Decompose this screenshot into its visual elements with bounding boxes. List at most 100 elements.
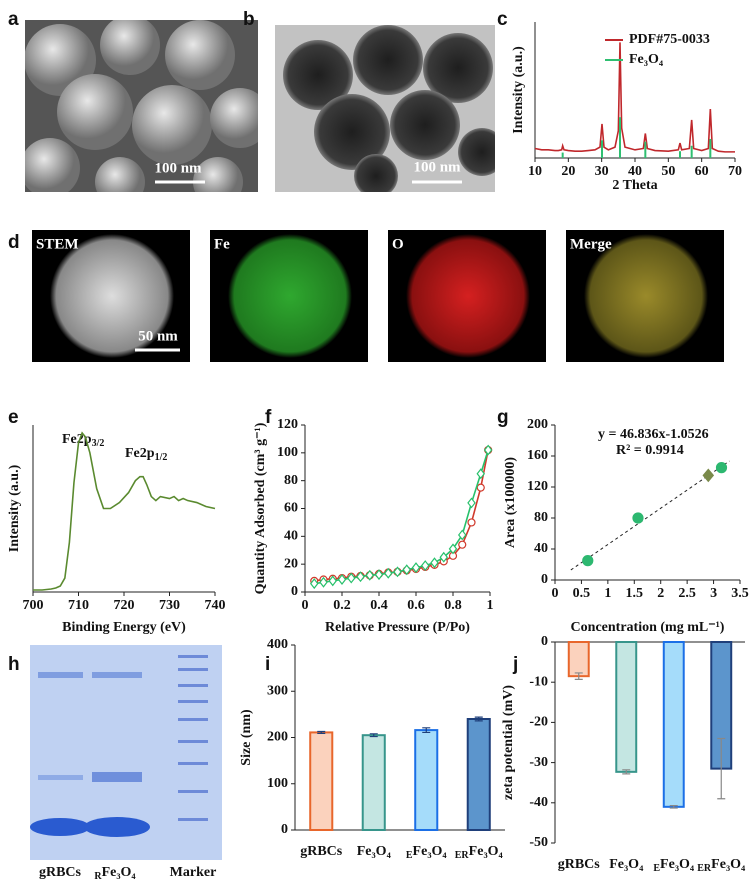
marker — [430, 557, 439, 569]
panel-label: i — [265, 654, 270, 675]
marker — [457, 529, 467, 541]
y-tick-label: 200 — [267, 730, 288, 745]
map-title: Merge — [570, 236, 612, 252]
annotation: y = 46.836x-1.0526 — [598, 427, 709, 442]
map-title: Fe — [214, 236, 230, 252]
x-tick-label: 720 — [114, 598, 135, 613]
y-tick-label: 40 — [284, 529, 298, 544]
panel-labels: a b c d e f g h i j — [8, 9, 518, 675]
x-tick-label: 70 — [728, 164, 742, 179]
marker — [337, 573, 347, 585]
legend-label: PDF#75-0033 — [629, 32, 710, 47]
x-tick-label: 0 — [552, 586, 559, 601]
x-tick-text: Fe₃O₄ — [469, 844, 504, 859]
y-axis-label: Intensity (a.u.) — [7, 464, 22, 552]
x-tick-label: 0.2 — [333, 598, 351, 613]
marker — [411, 562, 421, 574]
x-axis-label: Binding Energy (eV) — [62, 620, 186, 635]
x-tick-label: 1 — [604, 586, 611, 601]
x-tick-label: 700 — [23, 598, 44, 613]
marker — [346, 572, 356, 584]
y-tick-label: -40 — [529, 795, 548, 810]
y-tick-label: 400 — [267, 637, 288, 652]
x-tick-label: 60 — [695, 164, 709, 179]
scale-label: 50 nm — [138, 328, 178, 344]
x-tick-label: 0.6 — [407, 598, 425, 613]
marker — [374, 569, 384, 581]
marker — [439, 551, 449, 563]
x-tick-label: EFe₃O₄ — [406, 844, 448, 861]
y-tick-label: 80 — [284, 473, 298, 488]
y-axis-label: Size (nm) — [239, 709, 254, 766]
y-tick-label: -20 — [529, 715, 548, 730]
annotation-sub: 3/2 — [92, 438, 105, 449]
y-tick-label: -50 — [529, 835, 548, 850]
x-axis-label: Relative Pressure (P/Po) — [325, 620, 470, 635]
series-line — [314, 449, 489, 585]
marker — [319, 576, 328, 588]
panel-label: a — [8, 9, 19, 30]
x-tick-label: Fe₃O₄ — [609, 857, 644, 872]
error-bar — [669, 805, 678, 809]
y-tick-label: 0 — [281, 822, 288, 837]
marker — [476, 468, 486, 480]
x-tick-label: 40 — [628, 164, 642, 179]
bar — [361, 734, 386, 831]
x-tick-label: ERFe₃O₄ — [455, 844, 504, 861]
x-tick-label: 710 — [68, 598, 89, 613]
marker — [448, 543, 458, 555]
x-tick-label: 20 — [561, 164, 575, 179]
gel-image: gRBCs RFe₃O₄ Marker — [30, 645, 222, 882]
x-tick-label: 730 — [159, 598, 180, 613]
x-tick-sub: E — [653, 863, 660, 874]
y-axis-label: Intensity (a.u.) — [511, 46, 526, 134]
scale-label: 100 nm — [413, 159, 461, 175]
sem-image: 100 nm — [25, 20, 258, 192]
y-axis-label: Quantity Adsorbed (cm³ g⁻¹) — [253, 422, 268, 594]
y-tick-label: 160 — [527, 448, 548, 463]
marker — [467, 518, 476, 527]
error-bar — [369, 733, 378, 738]
x-tick-label: 0 — [302, 598, 309, 613]
x-tick-text: Fe₃O₄ — [660, 857, 695, 872]
x-tick-label: ERFe₃O₄ — [697, 857, 746, 874]
x-tick-label: 50 — [661, 164, 675, 179]
x-tick-label: EFe₃O₄ — [653, 857, 695, 874]
marker — [582, 555, 594, 567]
series-line — [33, 431, 216, 591]
y-tick-label: 60 — [284, 501, 298, 516]
x-tick-text: Fe₃O₄ — [711, 857, 746, 872]
annotation-sub: 1/2 — [155, 452, 168, 463]
annotation: R² = 0.9914 — [616, 443, 684, 458]
error-bar — [474, 716, 483, 722]
y-tick-label: 100 — [277, 445, 298, 460]
marker — [328, 575, 338, 587]
bar — [309, 731, 334, 831]
bar — [466, 718, 491, 831]
scale-label: 100 nm — [154, 160, 202, 176]
x-tick-label: 2 — [657, 586, 664, 601]
marker — [467, 497, 476, 509]
panel-label: f — [265, 407, 272, 428]
annotation-text: Fe2p — [125, 446, 155, 461]
x-tick-label: 1.5 — [626, 586, 644, 601]
y-tick-label: 0 — [541, 572, 548, 587]
y-tick-label: 300 — [267, 683, 288, 698]
y-tick-label: -10 — [529, 674, 548, 689]
x-tick-label: Fe₃O₄ — [357, 844, 392, 859]
x-tick-label: 1 — [487, 598, 494, 613]
legend-label: Fe₃O₄ — [629, 52, 664, 67]
marker — [383, 567, 393, 579]
lane-label: gRBCs — [39, 865, 82, 880]
x-axis-label: Concentration (mg mL⁻¹) — [571, 620, 725, 635]
x-tick-label: gRBCs — [300, 844, 343, 859]
marker — [702, 468, 715, 483]
marker — [365, 569, 375, 581]
x-tick-sub: E — [406, 850, 413, 861]
marker — [309, 578, 319, 590]
map-title: STEM — [36, 236, 79, 252]
x-tick-sub: ER — [455, 850, 470, 861]
marker — [402, 564, 412, 576]
x-tick-label: 30 — [595, 164, 609, 179]
